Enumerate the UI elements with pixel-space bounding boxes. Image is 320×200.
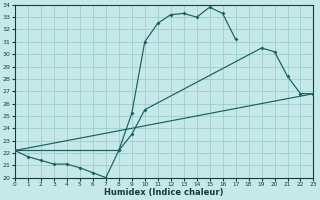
X-axis label: Humidex (Indice chaleur): Humidex (Indice chaleur) <box>104 188 224 197</box>
